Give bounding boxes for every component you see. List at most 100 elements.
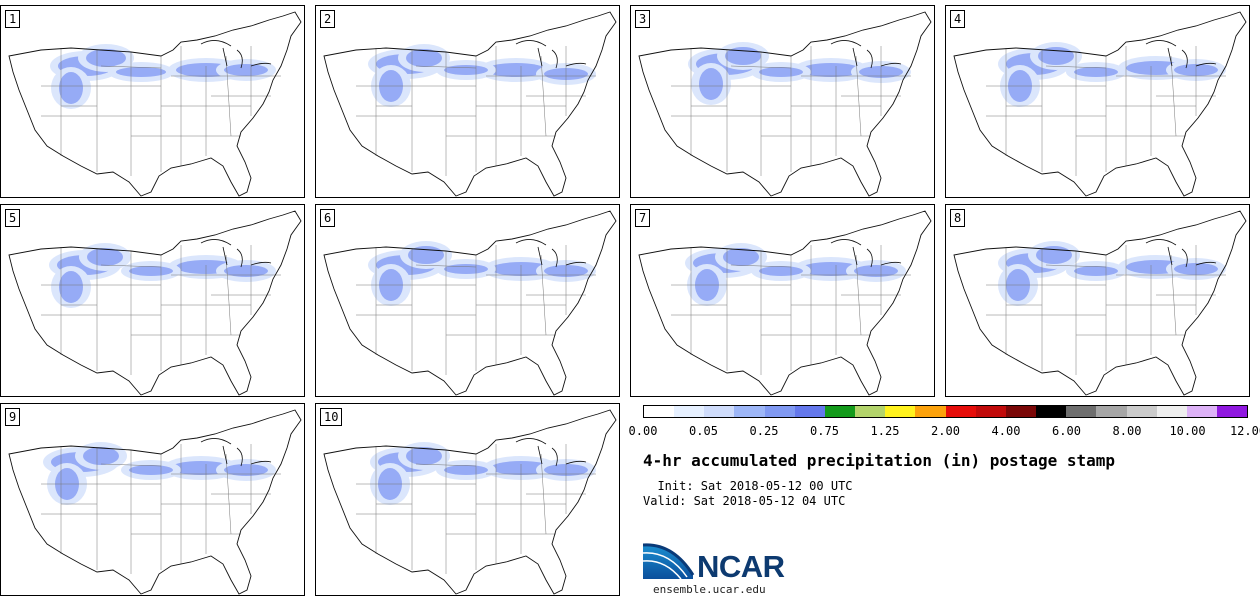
stamp-map-2: 2	[315, 5, 620, 198]
logo-wordmark: NCAR	[697, 549, 785, 584]
state-border	[100, 264, 162, 268]
member-number: 7	[635, 209, 651, 227]
precip-area	[1074, 266, 1118, 276]
colorbar-segment	[1126, 406, 1157, 417]
precip-area	[129, 465, 173, 475]
precip-area	[129, 266, 173, 276]
precip-area	[83, 447, 119, 465]
colorbar-segment	[975, 406, 1006, 417]
great-lakes	[515, 239, 587, 268]
map-canvas	[8, 11, 302, 197]
state-border	[730, 264, 792, 268]
precip-area	[801, 63, 861, 77]
country-outline	[8, 210, 302, 396]
ncar-logo-icon	[643, 543, 695, 580]
colorbar-segment	[644, 406, 675, 417]
precip-area	[699, 68, 723, 100]
member-number: 1	[5, 10, 21, 28]
precip-area	[1074, 67, 1118, 77]
state-border	[100, 65, 162, 69]
colorbar-segment	[734, 406, 765, 417]
map-canvas	[8, 409, 302, 595]
precip-area	[801, 262, 861, 276]
member-number: 5	[5, 209, 21, 227]
init-time: Init: Sat 2018-05-12 00 UTC	[643, 479, 853, 493]
stamp-map-10: 10	[315, 403, 620, 596]
precip-area	[59, 72, 83, 104]
colorbar-segment	[674, 406, 705, 417]
precip-area	[723, 248, 759, 266]
state-border	[415, 65, 477, 69]
colorbar-tick-label: 2.00	[931, 424, 960, 438]
plot-title: 4-hr accumulated precipitation (in) post…	[643, 451, 1116, 470]
member-number: 4	[950, 10, 966, 28]
state-border	[1045, 264, 1107, 268]
country-outline	[8, 409, 302, 595]
member-number: 2	[320, 10, 336, 28]
precip-area	[86, 49, 126, 67]
colorbar-segment	[855, 406, 886, 417]
precip-area	[486, 63, 546, 77]
precip-colorbar	[643, 405, 1248, 418]
precip-area	[171, 461, 231, 475]
colorbar-tick-label: 0.75	[810, 424, 839, 438]
stamp-map-7: 7	[630, 204, 935, 397]
member-number: 9	[5, 408, 21, 426]
great-lakes	[200, 40, 272, 69]
map-canvas	[323, 409, 617, 595]
member-number: 3	[635, 10, 651, 28]
country-outline	[323, 210, 617, 396]
precip-area	[406, 447, 442, 465]
colorbar-segment	[824, 406, 856, 417]
map-canvas	[953, 210, 1247, 396]
colorbar-segment	[1066, 406, 1097, 417]
great-lakes	[515, 40, 587, 69]
precip-area	[854, 265, 898, 277]
precip-area	[444, 465, 488, 475]
colorbar-tick-label: 1.25	[870, 424, 900, 438]
map-canvas	[323, 210, 617, 396]
colorbar-segment	[915, 406, 946, 417]
colorbar-tick-label: 8.00	[1112, 424, 1142, 438]
state-border	[100, 463, 162, 467]
colorbar-segment	[1005, 406, 1037, 417]
colorbar-tick-label: 12.00	[1229, 424, 1260, 438]
colorbar-segment	[1186, 406, 1217, 417]
state-border	[730, 65, 792, 69]
great-lakes	[1145, 239, 1217, 268]
great-lakes	[515, 438, 587, 467]
member-number: 6	[320, 209, 336, 227]
map-canvas	[638, 210, 932, 396]
colorbar-tick-label: 0.25	[749, 424, 779, 438]
great-lakes	[200, 239, 272, 268]
map-canvas	[323, 11, 617, 197]
colorbar-tick-label: 10.00	[1169, 424, 1206, 438]
stamp-map-6: 6	[315, 204, 620, 397]
country-outline	[323, 11, 617, 197]
great-lakes	[1145, 40, 1217, 69]
precip-area	[116, 67, 166, 77]
colorbar-tick-label: 4.00	[991, 424, 1021, 438]
precip-area	[59, 271, 83, 303]
map-canvas	[8, 210, 302, 396]
precip-area	[224, 64, 268, 76]
colorbar-segment	[885, 406, 916, 417]
colorbar-segment	[1036, 406, 1067, 417]
colorbar-tick-label: 0.05	[689, 424, 718, 438]
country-outline	[323, 409, 617, 595]
stamp-map-1: 1	[0, 5, 305, 198]
great-lakes	[830, 40, 902, 69]
member-number: 8	[950, 209, 966, 227]
stamp-map-4: 4	[945, 5, 1250, 198]
country-outline	[953, 11, 1247, 197]
state-border	[415, 264, 477, 268]
precip-area	[759, 266, 803, 276]
stamp-map-9: 9	[0, 403, 305, 596]
valid-time: Valid: Sat 2018-05-12 04 UTC	[643, 494, 846, 508]
colorbar-segment	[945, 406, 976, 417]
logo-url: ensemble.ucar.edu	[653, 583, 766, 596]
precip-area	[224, 265, 268, 277]
colorbar-segment	[1096, 406, 1127, 417]
country-outline	[638, 11, 932, 197]
precip-area	[444, 264, 488, 274]
